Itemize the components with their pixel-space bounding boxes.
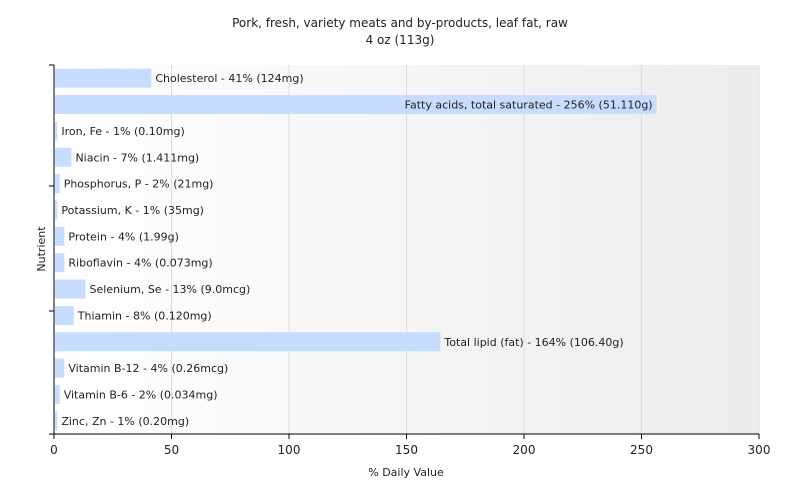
bar-label: Total lipid (fat) - 164% (106.40g) bbox=[443, 336, 623, 349]
x-tick-label: 0 bbox=[50, 443, 58, 457]
gridlines bbox=[171, 65, 760, 434]
bar-label: Protein - 4% (1.99g) bbox=[68, 230, 179, 243]
bar bbox=[55, 95, 657, 115]
bar bbox=[55, 411, 58, 431]
bar-label: Selenium, Se - 13% (9.0mcg) bbox=[90, 283, 251, 296]
bar-label: Riboflavin - 4% (0.073mg) bbox=[68, 257, 212, 270]
x-tick-label: 200 bbox=[513, 443, 536, 457]
bar bbox=[55, 226, 65, 246]
bar bbox=[55, 332, 441, 352]
bar bbox=[55, 68, 152, 88]
bar-label: Vitamin B-12 - 4% (0.26mcg) bbox=[68, 362, 228, 375]
chart-subtitle: 4 oz (113g) bbox=[366, 33, 435, 47]
chart-title: Pork, fresh, variety meats and by-produc… bbox=[232, 16, 568, 30]
x-tick-label: 100 bbox=[278, 443, 301, 457]
bar-label: Iron, Fe - 1% (0.10mg) bbox=[61, 125, 184, 138]
x-tick-label: 150 bbox=[395, 443, 418, 457]
bar-label: Fatty acids, total saturated - 256% (51.… bbox=[405, 99, 653, 112]
bar-label: Thiamin - 8% (0.120mg) bbox=[77, 309, 212, 322]
bar bbox=[55, 305, 74, 325]
bar-label: Zinc, Zn - 1% (0.20mg) bbox=[61, 415, 189, 428]
x-tick-label: 50 bbox=[164, 443, 179, 457]
bar bbox=[55, 384, 60, 404]
bar-label: Potassium, K - 1% (35mg) bbox=[61, 204, 204, 217]
bar-label: Cholesterol - 41% (124mg) bbox=[155, 72, 303, 85]
bar bbox=[55, 358, 65, 378]
x-axis-title: % Daily Value bbox=[368, 466, 444, 479]
bar bbox=[55, 121, 58, 141]
bar bbox=[55, 200, 58, 220]
x-tick-label: 300 bbox=[748, 443, 771, 457]
bar bbox=[55, 253, 65, 273]
x-tick-label: 250 bbox=[630, 443, 653, 457]
bar bbox=[55, 147, 72, 167]
bar-label: Niacin - 7% (1.411mg) bbox=[75, 151, 199, 164]
axes: 0 50 100 150 200 250 300 bbox=[49, 64, 771, 457]
bar bbox=[55, 174, 60, 194]
y-axis-title: Nutrient bbox=[35, 226, 48, 272]
bar bbox=[55, 279, 86, 299]
bars: Cholesterol - 41% (124mg) Fatty acids, to… bbox=[55, 68, 657, 431]
bar-label: Phosphorus, P - 2% (21mg) bbox=[64, 178, 214, 191]
bar-label: Vitamin B-6 - 2% (0.034mg) bbox=[64, 388, 218, 401]
